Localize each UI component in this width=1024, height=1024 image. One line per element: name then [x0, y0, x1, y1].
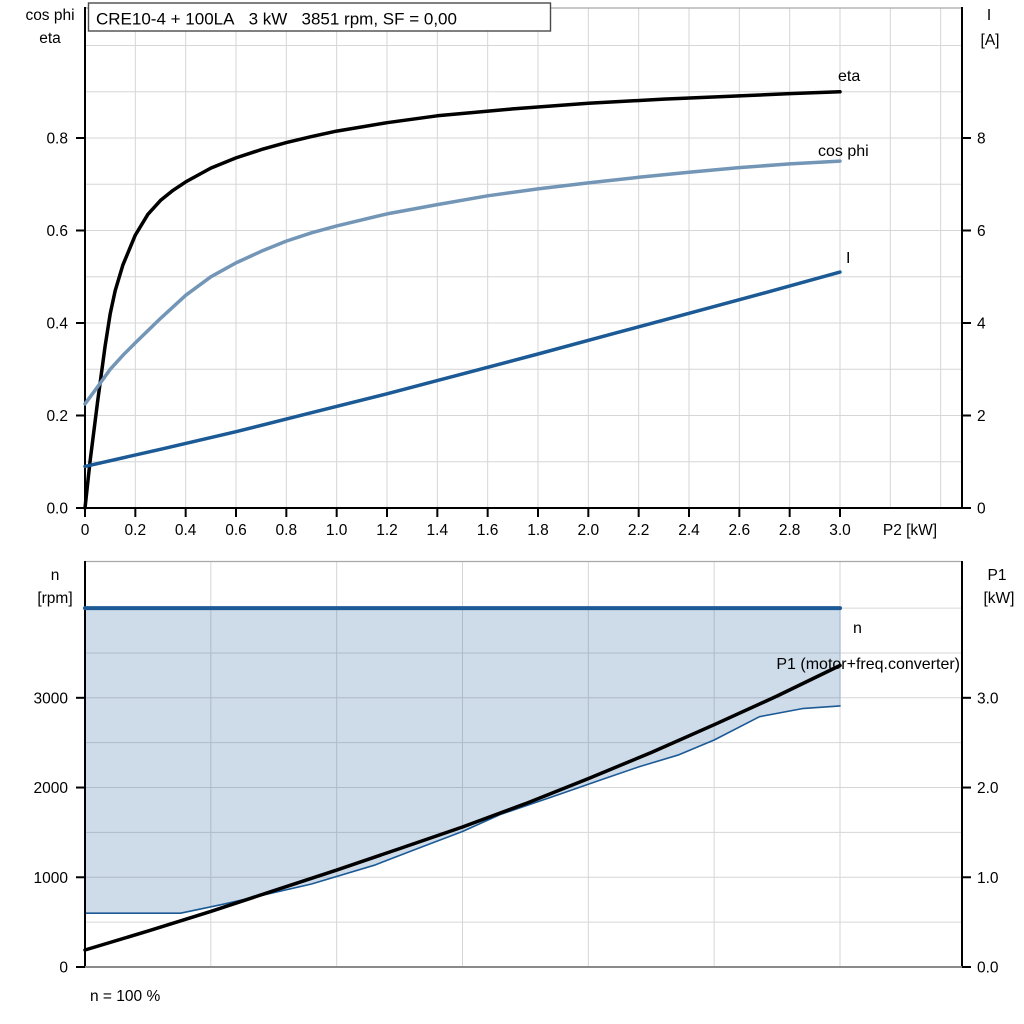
- y-right-tick-label: 1.0: [977, 870, 999, 887]
- curve-P1: [83, 663, 842, 952]
- curve-cos-phi: [83, 159, 842, 406]
- y-right-tick-label: 2.0: [977, 780, 999, 797]
- x-tick-label: 2.6: [729, 522, 751, 539]
- x-tick-label: 0.6: [225, 522, 247, 539]
- chart-title-box: [87, 2, 552, 32]
- y-left-tick-label: 0.8: [46, 131, 68, 148]
- top-left-axis-title-line2: eta: [39, 30, 61, 47]
- speed-percentage-annotation: n = 100 %: [90, 988, 160, 1005]
- y-left-tick-label: 0.6: [46, 223, 68, 240]
- y-left-tick-label: 2000: [34, 780, 69, 797]
- y-right-tick-label: 8: [977, 131, 986, 148]
- x-tick-label: 1.0: [326, 522, 348, 539]
- x-tick-label: 0.4: [175, 522, 197, 539]
- y-left-tick-label: 0.0: [46, 501, 68, 518]
- x-tick-label: 0: [81, 522, 90, 539]
- p1-curve-label: P1 (motor+freq.converter): [776, 656, 960, 673]
- y-left-tick-label: 1000: [34, 870, 69, 887]
- x-tick-label: 2.8: [779, 522, 801, 539]
- speed-curve-label: n: [853, 620, 862, 637]
- bottom-left-axis-title-line2: [rpm]: [37, 590, 72, 607]
- x-tick-label: 1.4: [427, 522, 449, 539]
- y-left-tick-label: 0.4: [46, 316, 68, 333]
- eta-curve-label: eta: [838, 68, 860, 85]
- top-right-axis-title-line2: [A]: [981, 32, 1000, 49]
- top-right-axis-title-line1: I: [987, 7, 991, 24]
- x-tick-label: 2.2: [628, 522, 650, 539]
- x-tick-label: 1.2: [376, 522, 398, 539]
- x-tick-label: 2.4: [678, 522, 700, 539]
- y-right-tick-label: 6: [977, 223, 986, 240]
- x-tick-label: 0.8: [276, 522, 298, 539]
- y-right-tick-label: 3.0: [977, 690, 999, 707]
- x-tick-label: 1.8: [527, 522, 549, 539]
- y-right-tick-label: 0: [977, 501, 986, 518]
- x-axis-title: P2 [kW]: [883, 522, 937, 539]
- y-right-tick-label: 2: [977, 408, 986, 425]
- current-curve-label: I: [846, 250, 850, 267]
- chart-title: CRE10-4 + 100LA 3 kW 3851 rpm, SF = 0,00: [96, 10, 457, 29]
- y-left-tick-label: 0.2: [46, 408, 68, 425]
- bottom-right-axis-title-line2: [kW]: [984, 590, 1015, 607]
- y-left-tick-label: 0: [59, 960, 68, 977]
- operating-range-area: [85, 608, 840, 914]
- x-tick-label: 1.6: [477, 522, 499, 539]
- cos-phi-curve-label: cos phi: [818, 143, 869, 160]
- x-tick-label: 3.0: [829, 522, 851, 539]
- x-tick-label: 0.2: [125, 522, 147, 539]
- x-tick-label: 2.0: [578, 522, 600, 539]
- y-right-tick-label: 0.0: [977, 960, 999, 977]
- y-left-tick-label: 3000: [34, 690, 69, 707]
- bottom-chart: 0 1000 2000 3000 0.0 1.0 2.0 3.0: [34, 560, 999, 977]
- bottom-left-axis-title-line1: n: [51, 567, 60, 584]
- top-chart: 0 0.2 0.4 0.6 0.8 1.0 1.2 1.4 1.6 1.8 2.0 2.2 2.4 2.6…: [46, 7, 986, 539]
- curve-I: [83, 270, 842, 469]
- y-right-tick-label: 4: [977, 316, 986, 333]
- top-left-axis-title-line1: cos phi: [25, 7, 74, 24]
- curve-eta: [83, 90, 842, 510]
- bottom-right-axis-title-line1: P1: [988, 567, 1007, 584]
